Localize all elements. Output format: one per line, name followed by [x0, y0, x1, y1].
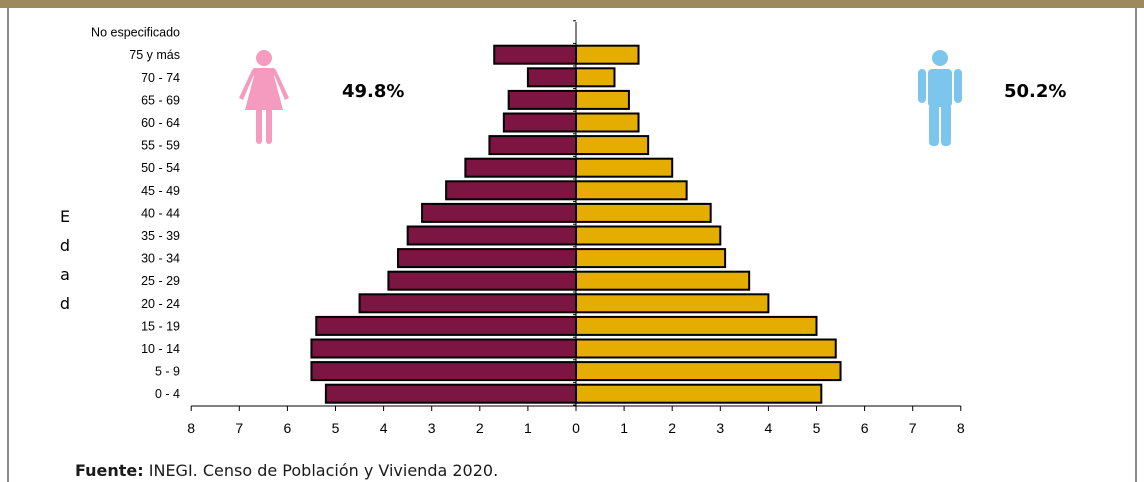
y-tick-label: 45 - 49 [141, 184, 180, 198]
y-tick-label: 25 - 29 [141, 274, 180, 288]
female-bar [315, 315, 577, 336]
male-percentage: 50.2% [1004, 81, 1066, 102]
x-tick-label: 5 [332, 420, 340, 436]
female-percentage: 49.8% [342, 81, 404, 102]
y-tick-label: 65 - 69 [141, 93, 180, 107]
x-tick-label: 3 [428, 420, 436, 436]
y-tick-label: 35 - 39 [141, 229, 180, 243]
y-axis-title-letter: a [60, 265, 70, 284]
female-bar [397, 248, 577, 269]
male-bar [575, 157, 674, 178]
x-tick-label: 3 [716, 420, 724, 436]
x-tick-label: 8 [957, 420, 965, 436]
male-bar [575, 44, 640, 65]
y-tick-label: 0 - 4 [155, 387, 180, 401]
y-axis-title-letter: d [60, 294, 70, 313]
x-tick-label: 7 [235, 420, 243, 436]
y-tick-label: 20 - 24 [141, 297, 180, 311]
male-bar [575, 225, 722, 246]
y-tick-label: 75 y más [129, 48, 180, 62]
x-tick-label: 4 [765, 420, 773, 436]
y-tick-label: 30 - 34 [141, 252, 180, 266]
x-tick-label: 4 [380, 420, 388, 436]
x-tick-label: 2 [476, 420, 484, 436]
y-tick-label: 60 - 64 [141, 116, 180, 130]
x-tick-label: 1 [620, 420, 628, 436]
female-bar [324, 383, 577, 404]
woman-icon [239, 50, 289, 144]
y-tick-label: 40 - 44 [141, 206, 180, 220]
x-tick-label: 2 [668, 420, 676, 436]
male-bar [575, 202, 712, 223]
header-bar [0, 0, 1144, 8]
frame-right-border [1135, 8, 1137, 482]
male-bar [575, 180, 688, 201]
y-tick-label: 10 - 14 [141, 342, 180, 356]
male-bar [575, 248, 727, 269]
female-bar [421, 202, 577, 223]
female-bar [493, 44, 578, 65]
female-bar [502, 112, 578, 133]
y-axis-title-letter: E [60, 207, 70, 226]
male-bar [575, 112, 640, 133]
x-tick-label: 6 [861, 420, 869, 436]
female-bar [358, 293, 577, 314]
female-bar [464, 157, 577, 178]
male-bar [575, 67, 616, 88]
x-tick-label: 6 [284, 420, 292, 436]
source-note: Fuente: INEGI. Censo de Población y Vivi… [75, 461, 498, 480]
male-bar [575, 361, 842, 382]
female-bar [488, 135, 578, 156]
female-bar [507, 89, 577, 110]
male-bar [575, 293, 770, 314]
y-axis-title-letter: d [60, 236, 70, 255]
female-bar [445, 180, 577, 201]
y-tick-label: 50 - 54 [141, 161, 180, 175]
x-tick-label: 7 [909, 420, 917, 436]
male-bar [575, 135, 650, 156]
frame-left-border [7, 8, 9, 482]
male-bar [575, 383, 823, 404]
female-bar [406, 225, 577, 246]
male-bar [575, 89, 630, 110]
y-tick-label: 15 - 19 [141, 319, 180, 333]
male-bar [575, 338, 837, 359]
x-tick-label: 1 [524, 420, 532, 436]
x-tick-label: 0 [572, 420, 580, 436]
y-tick-label: 55 - 59 [141, 139, 180, 153]
y-tick-label: No especificado [91, 26, 180, 40]
man-icon [918, 50, 962, 146]
source-text: INEGI. Censo de Población y Vivienda 202… [143, 461, 499, 480]
male-bar [575, 270, 751, 291]
male-bar [575, 315, 818, 336]
female-bar [310, 361, 577, 382]
y-tick-label: 5 - 9 [155, 365, 180, 379]
female-bar [526, 67, 578, 88]
x-tick-label: 8 [187, 420, 195, 436]
female-bar [310, 338, 577, 359]
female-bar [387, 270, 577, 291]
source-label: Fuente: [75, 461, 144, 480]
y-tick-label: 70 - 74 [141, 71, 180, 85]
x-tick-label: 5 [813, 420, 821, 436]
